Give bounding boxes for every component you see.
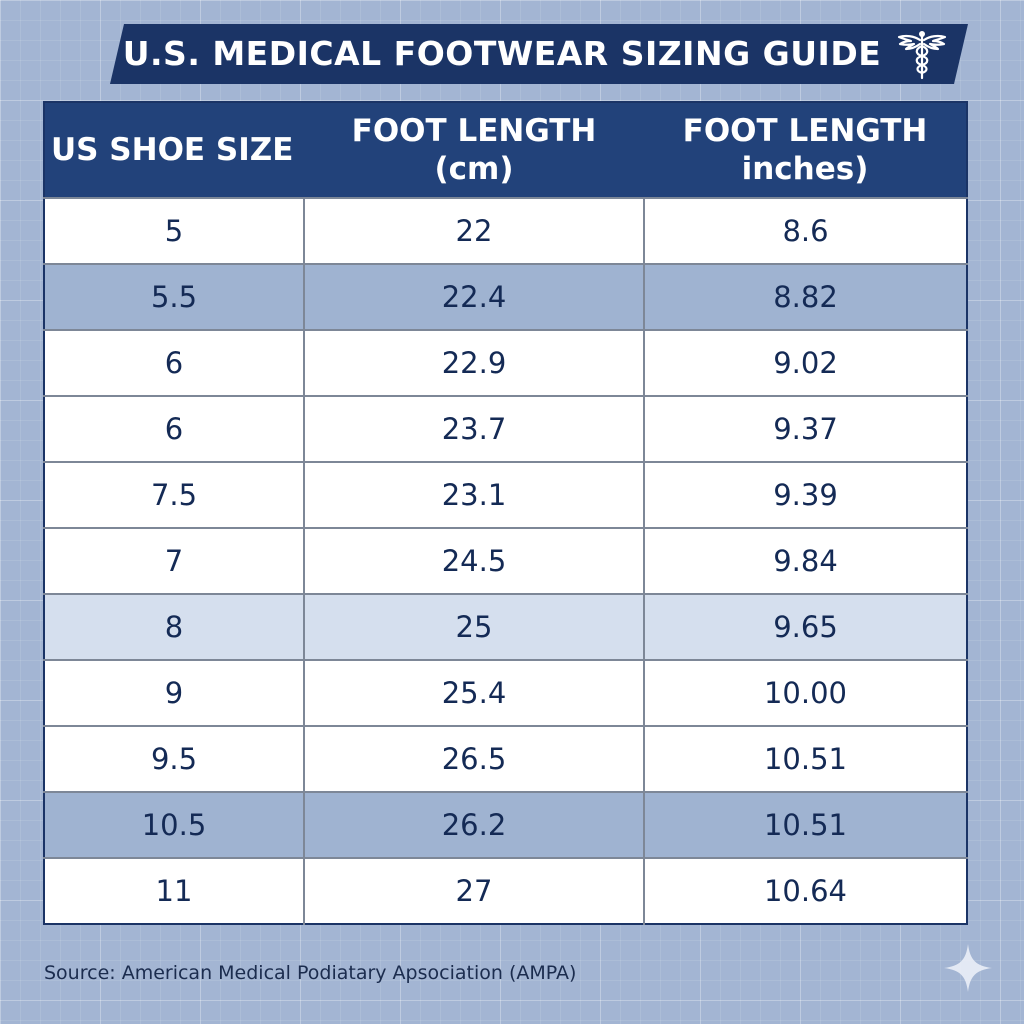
table-row: 11 27 10.64 bbox=[44, 857, 967, 924]
cell-foot-length-inches: 10.64 bbox=[643, 857, 967, 924]
cell-foot-length-cm: 22 bbox=[303, 197, 644, 264]
page-title: U.S. MEDICAL FOOTWEAR SIZING GUIDE bbox=[122, 34, 882, 73]
sparkle-icon bbox=[944, 944, 992, 992]
cell-foot-length-inches: 9.39 bbox=[643, 461, 967, 528]
cell-us-size: 11 bbox=[44, 857, 304, 924]
cell-foot-length-cm: 22.9 bbox=[303, 329, 644, 396]
caduceus-icon bbox=[897, 31, 947, 80]
source-note: Source: American Medical Podiatary Apsoc… bbox=[44, 962, 577, 984]
table-row: 8 25 9.65 bbox=[44, 593, 967, 660]
cell-foot-length-inches: 8.6 bbox=[643, 197, 967, 264]
cell-us-size: 5.5 bbox=[44, 263, 304, 330]
table-header-row: US SHOE SIZE FOOT LENGTH (cm) FOOT LENGT… bbox=[44, 102, 967, 198]
cell-foot-length-inches: 8.82 bbox=[643, 263, 967, 330]
cell-foot-length-inches: 9.65 bbox=[643, 593, 967, 660]
cell-us-size: 5 bbox=[44, 197, 304, 264]
cell-foot-length-cm: 27 bbox=[303, 857, 644, 924]
cell-foot-length-inches: 10.51 bbox=[643, 725, 967, 792]
cell-us-size: 10.5 bbox=[44, 791, 304, 858]
cell-foot-length-inches: 9.02 bbox=[643, 329, 967, 396]
header-foot-length-cm: FOOT LENGTH (cm) bbox=[304, 102, 644, 198]
cell-us-size: 8 bbox=[44, 593, 304, 660]
table-row: 10.5 26.2 10.51 bbox=[44, 791, 967, 858]
cell-us-size: 6 bbox=[44, 395, 304, 462]
table-row: 6 23.7 9.37 bbox=[44, 395, 967, 462]
table-row: 5.5 22.4 8.82 bbox=[44, 263, 967, 330]
header-foot-length-inches: FOOT LENGTH inches) bbox=[644, 102, 967, 198]
sizing-table: US SHOE SIZE FOOT LENGTH (cm) FOOT LENGT… bbox=[43, 101, 968, 925]
header-us-shoe-size: US SHOE SIZE bbox=[44, 102, 304, 198]
cell-us-size: 9 bbox=[44, 659, 304, 726]
cell-foot-length-cm: 23.1 bbox=[303, 461, 644, 528]
cell-us-size: 6 bbox=[44, 329, 304, 396]
cell-us-size: 9.5 bbox=[44, 725, 304, 792]
table-row: 7.5 23.1 9.39 bbox=[44, 461, 967, 528]
cell-foot-length-inches: 10.00 bbox=[643, 659, 967, 726]
cell-foot-length-cm: 22.4 bbox=[303, 263, 644, 330]
title-banner bbox=[110, 24, 968, 84]
table-row: 5 22 8.6 bbox=[44, 197, 967, 264]
cell-us-size: 7.5 bbox=[44, 461, 304, 528]
table-row: 7 24.5 9.84 bbox=[44, 527, 967, 594]
cell-foot-length-inches: 9.84 bbox=[643, 527, 967, 594]
cell-foot-length-inches: 10.51 bbox=[643, 791, 967, 858]
cell-us-size: 7 bbox=[44, 527, 304, 594]
cell-foot-length-cm: 23.7 bbox=[303, 395, 644, 462]
cell-foot-length-cm: 24.5 bbox=[303, 527, 644, 594]
table-row: 6 22.9 9.02 bbox=[44, 329, 967, 396]
cell-foot-length-cm: 26.5 bbox=[303, 725, 644, 792]
cell-foot-length-inches: 9.37 bbox=[643, 395, 967, 462]
cell-foot-length-cm: 25.4 bbox=[303, 659, 644, 726]
table-row: 9 25.4 10.00 bbox=[44, 659, 967, 726]
table-row: 9.5 26.5 10.51 bbox=[44, 725, 967, 792]
cell-foot-length-cm: 25 bbox=[303, 593, 644, 660]
cell-foot-length-cm: 26.2 bbox=[303, 791, 644, 858]
